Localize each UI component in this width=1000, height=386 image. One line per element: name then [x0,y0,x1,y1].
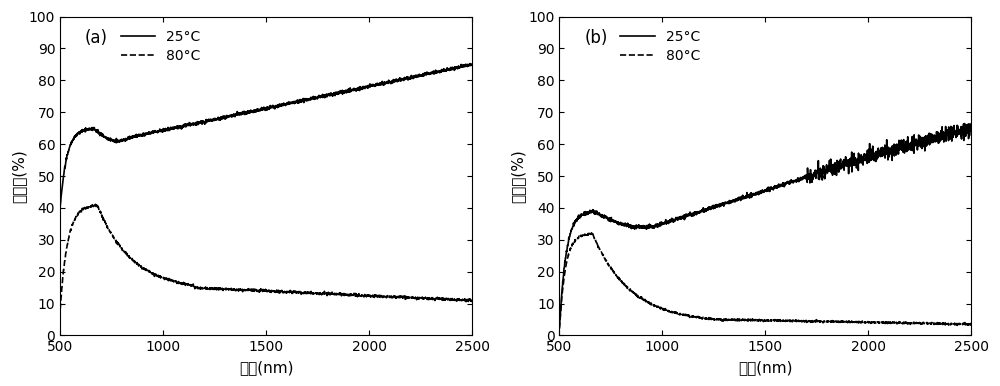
80°C [63,232,75,237]
X-axis label: 波长(nm): 波长(nm) [738,360,793,375]
Legend: 25°C, 80°C: 25°C, 80°C [620,30,700,63]
80°C [553,327,565,331]
80°C [302,291,314,296]
25°C [302,97,314,102]
25°C [959,121,971,126]
Y-axis label: 透过率(%): 透过率(%) [11,149,26,203]
80°C [207,287,219,291]
80°C [563,251,575,256]
X-axis label: 波长(nm): 波长(nm) [239,360,293,375]
Line: 80°C: 80°C [559,233,971,329]
80°C [576,233,588,238]
25°C [54,205,66,210]
Line: 80°C: 80°C [60,204,472,310]
Legend: 25°C, 80°C: 25°C, 80°C [121,30,201,63]
80°C [466,297,478,302]
25°C [63,146,75,150]
Text: (b): (b) [584,29,608,47]
80°C [76,207,88,211]
80°C [393,294,405,299]
80°C [54,307,66,312]
25°C [576,213,588,217]
Y-axis label: 透过率(%): 透过率(%) [510,149,525,203]
80°C [893,321,905,326]
25°C [892,152,904,156]
25°C [590,211,602,215]
25°C [553,324,565,329]
25°C [466,62,478,67]
25°C [393,77,405,82]
80°C [89,202,101,207]
80°C [91,203,103,208]
25°C [706,203,718,208]
25°C [563,235,575,240]
80°C [590,240,602,244]
Text: (a): (a) [85,29,108,47]
25°C [76,127,88,132]
25°C [91,128,103,133]
25°C [801,173,813,177]
80°C [586,230,598,235]
80°C [801,319,813,324]
25°C [464,61,476,66]
Line: 25°C: 25°C [559,124,971,327]
25°C [207,118,219,123]
25°C [965,128,977,132]
80°C [707,318,719,322]
Line: 25°C: 25°C [60,64,472,208]
80°C [965,322,977,327]
